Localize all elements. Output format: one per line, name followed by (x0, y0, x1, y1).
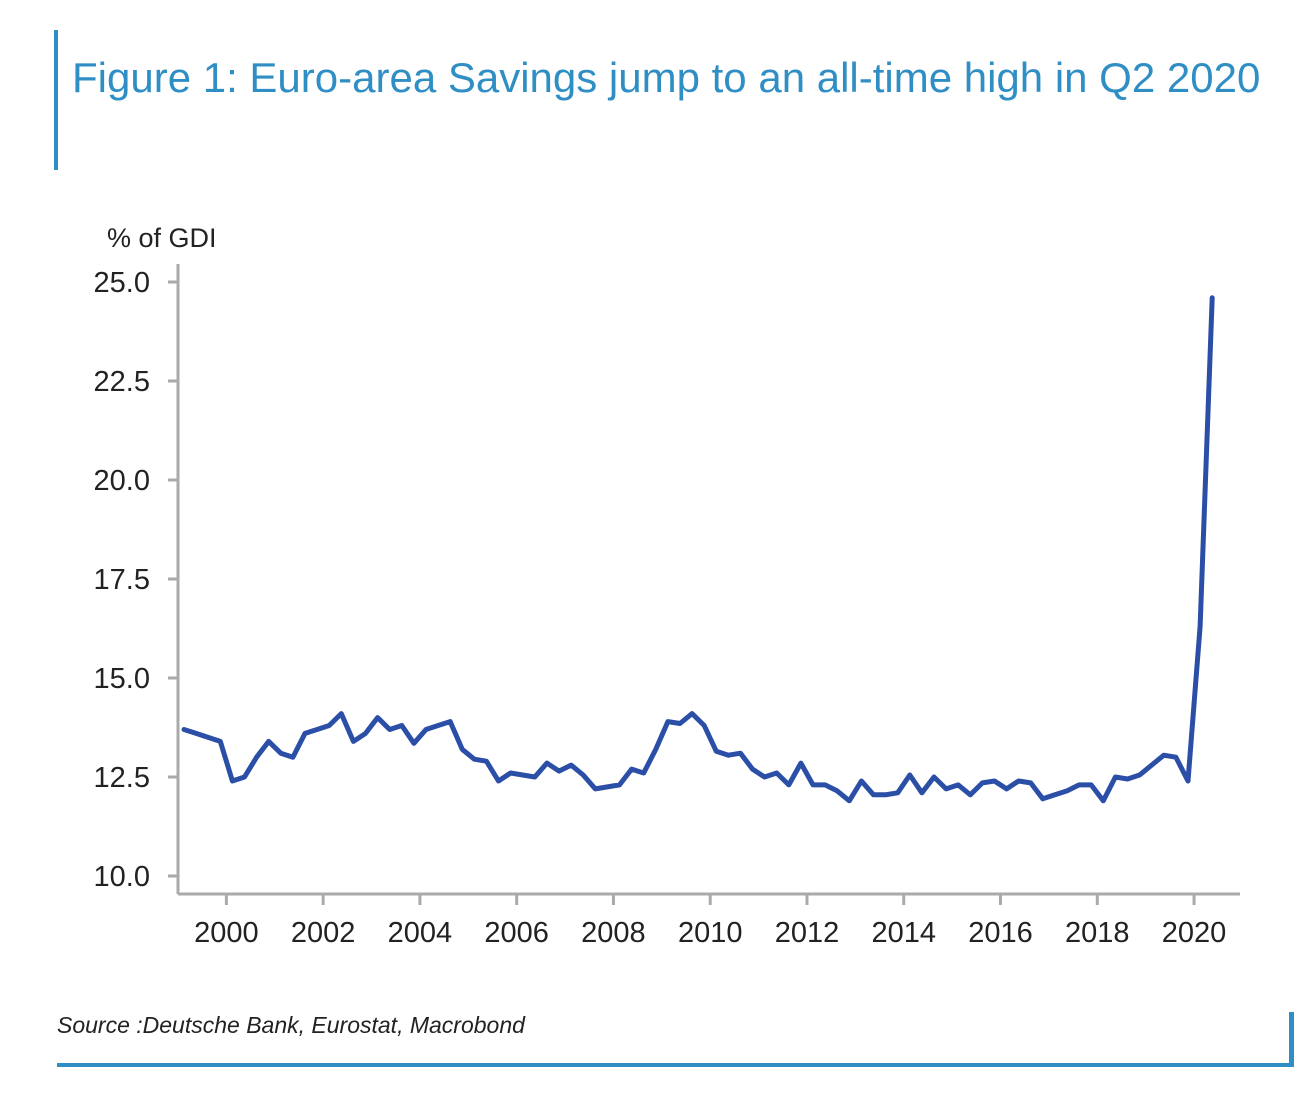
savings-rate-series-line (181, 295, 1215, 804)
chart-axes: 10.0 12.5 15.0 17.5 20.0 22.5 25.0 2000 2002 2004… (94, 264, 1240, 949)
footer-accent-vline (1289, 1012, 1294, 1067)
x-tick-label: 2016 (968, 917, 1033, 949)
x-tick-label: 2010 (678, 917, 743, 949)
y-tick-label: 22.5 (94, 366, 150, 398)
x-tick-label: 2008 (581, 917, 646, 949)
x-tick-label: 2018 (1065, 917, 1130, 949)
footer-accent-line (57, 1063, 1294, 1067)
y-tick-label: 17.5 (94, 564, 150, 596)
y-tick-label: 20.0 (94, 465, 150, 497)
x-tick-label: 2020 (1162, 917, 1227, 949)
y-tick-label: 12.5 (94, 762, 150, 794)
y-tick-label: 15.0 (94, 663, 150, 695)
x-tick-label: 2014 (871, 917, 936, 949)
y-tick-label: 25.0 (94, 267, 150, 299)
x-tick-label: 2012 (775, 917, 840, 949)
x-tick-label: 2006 (484, 917, 549, 949)
x-tick-label: 2004 (388, 917, 453, 949)
title-accent-bar (54, 30, 58, 170)
plot-area (181, 295, 1215, 804)
y-axis-label: % of GDI (107, 223, 217, 253)
figure-title: Figure 1: Euro-area Savings jump to an a… (72, 54, 1261, 101)
y-tick-label: 10.0 (94, 861, 150, 893)
source-note: Source :Deutsche Bank, Eurostat, Macrobo… (57, 1012, 525, 1038)
x-tick-label: 2000 (194, 917, 259, 949)
x-tick-label: 2002 (291, 917, 356, 949)
